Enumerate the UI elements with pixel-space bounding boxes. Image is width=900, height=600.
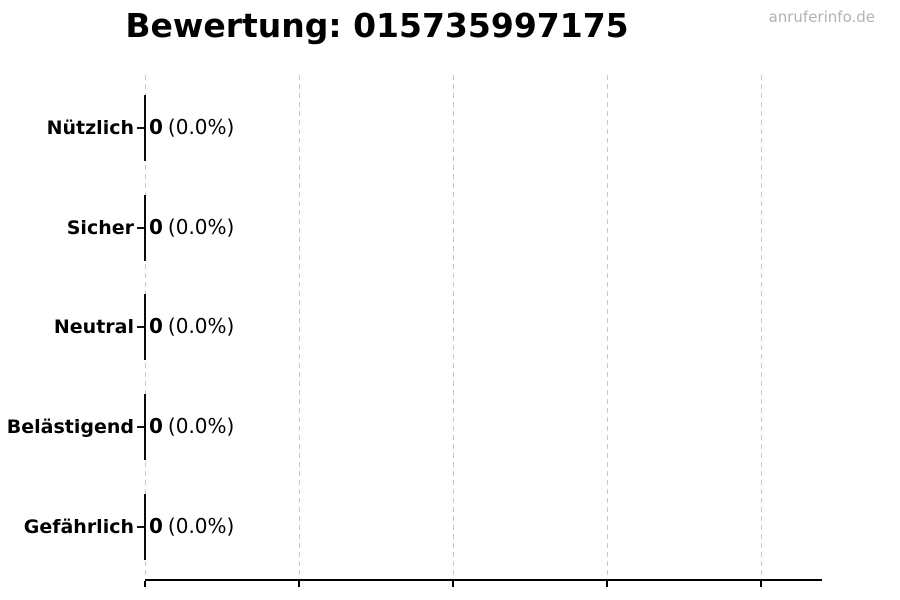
y-axis-tick [137, 526, 145, 528]
value-annotation: 0 (0.0%) [149, 413, 234, 440]
x-gridline [299, 75, 300, 579]
chart-title: Bewertung: 015735997175 [125, 6, 629, 45]
value-annotation: 0 (0.0%) [149, 214, 234, 241]
category-label: Neutral [53, 316, 134, 338]
value-count: 0 [149, 115, 163, 139]
x-gridline [761, 75, 762, 579]
y-axis-tick [137, 127, 145, 129]
x-axis-tick [606, 581, 608, 587]
x-axis-tick [144, 581, 146, 587]
category-label: Belästigend [6, 416, 134, 438]
value-count: 0 [149, 414, 163, 438]
zero-width-bar [144, 394, 146, 460]
zero-width-bar [144, 494, 146, 560]
x-axis-tick [760, 581, 762, 587]
x-axis-tick [452, 581, 454, 587]
value-annotation: 0 (0.0%) [149, 513, 234, 540]
zero-width-bar [144, 95, 146, 161]
zero-width-bar [144, 294, 146, 360]
value-count: 0 [149, 514, 163, 538]
y-axis-tick [137, 426, 145, 428]
value-percent: (0.0%) [167, 414, 235, 438]
value-percent: (0.0%) [167, 314, 235, 338]
x-gridline [453, 75, 454, 579]
value-annotation: 0 (0.0%) [149, 313, 234, 340]
zero-width-bar [144, 195, 146, 261]
x-axis-tick [298, 581, 300, 587]
value-percent: (0.0%) [167, 115, 235, 139]
value-annotation: 0 (0.0%) [149, 114, 234, 141]
category-label: Nützlich [46, 117, 134, 139]
x-gridline [607, 75, 608, 579]
watermark-text: anruferinfo.de [768, 8, 875, 26]
value-count: 0 [149, 215, 163, 239]
plot-area [145, 75, 822, 581]
value-count: 0 [149, 314, 163, 338]
y-axis-tick [137, 227, 145, 229]
value-percent: (0.0%) [167, 514, 235, 538]
y-axis-tick [137, 326, 145, 328]
category-label: Sicher [66, 217, 134, 239]
value-percent: (0.0%) [167, 215, 235, 239]
category-label: Gefährlich [23, 516, 134, 538]
